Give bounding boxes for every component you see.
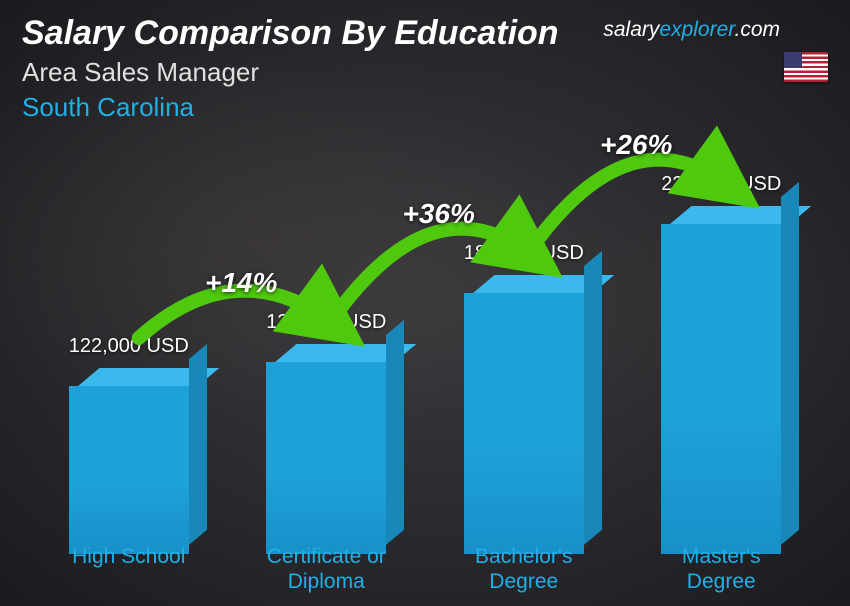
bar-group: 139,000 USD Certificate orDiploma bbox=[248, 311, 406, 536]
bar-front-face bbox=[266, 362, 386, 554]
bar-value: 239,000 USD bbox=[661, 173, 781, 196]
bar-side-face bbox=[584, 251, 602, 545]
bar-chart: 122,000 USD High School 139,000 USD Cert… bbox=[50, 116, 800, 536]
bar bbox=[661, 206, 781, 536]
bar bbox=[464, 275, 584, 536]
bar-label: Bachelor'sDegree bbox=[475, 544, 572, 594]
bar-side-face bbox=[189, 344, 207, 545]
brand-accent: explorer bbox=[659, 18, 734, 41]
bar-label: Certificate orDiploma bbox=[267, 544, 386, 594]
brand-suffix: .com bbox=[734, 18, 780, 41]
bar bbox=[266, 344, 386, 536]
bar bbox=[69, 368, 189, 536]
bar-side-face bbox=[386, 320, 404, 545]
chart-subtitle: Area Sales Manager bbox=[22, 57, 828, 88]
bar-front-face bbox=[661, 224, 781, 554]
bar-group: 239,000 USD Master'sDegree bbox=[643, 173, 801, 536]
brand-prefix: salary bbox=[603, 18, 659, 41]
bar-label: High School bbox=[72, 544, 185, 569]
bar-label: Master'sDegree bbox=[682, 544, 761, 594]
bar-group: 122,000 USD High School bbox=[50, 335, 208, 536]
brand-logo: salaryexplorer.com bbox=[603, 18, 780, 42]
bar-front-face bbox=[69, 386, 189, 554]
bar-value: 139,000 USD bbox=[266, 311, 386, 334]
bar-value: 122,000 USD bbox=[69, 335, 189, 358]
bar-value: 189,000 USD bbox=[464, 242, 584, 265]
bar-group: 189,000 USD Bachelor'sDegree bbox=[445, 242, 603, 536]
bar-side-face bbox=[781, 182, 799, 545]
us-flag-icon bbox=[784, 52, 828, 82]
bar-front-face bbox=[464, 293, 584, 554]
